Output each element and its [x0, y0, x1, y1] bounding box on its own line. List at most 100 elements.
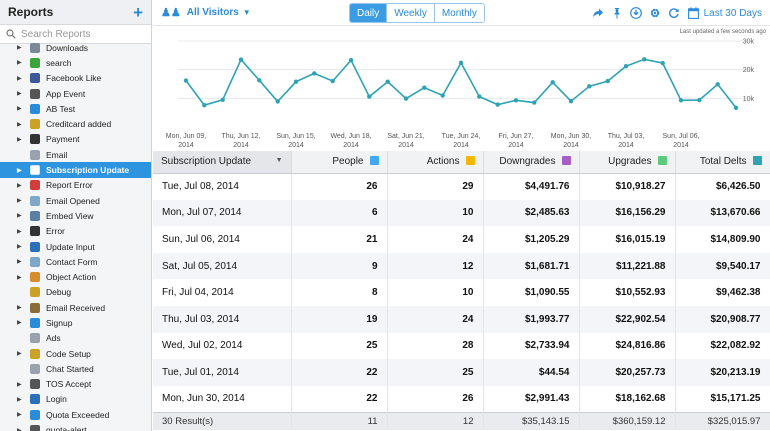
pin-icon[interactable] — [608, 0, 627, 26]
sidebar-item-signup[interactable]: ▶ Signup — [0, 315, 151, 330]
column-header-people[interactable]: People — [291, 151, 388, 174]
expand-arrow-icon[interactable]: ▶ — [17, 45, 22, 52]
table-row[interactable]: Tue, Jul 08, 2014 26 29 $4,491.76 $10,918.27… — [153, 173, 770, 200]
column-header-downgrades[interactable]: Downgrades — [483, 151, 580, 174]
sidebar-item-code-setup[interactable]: ▶ Code Setup — [0, 346, 151, 361]
sidebar-item-update-input[interactable]: ▶ Update Input — [0, 239, 151, 254]
download-icon[interactable] — [627, 0, 646, 26]
sidebar-item-debug[interactable]: ▶Debug — [0, 285, 151, 300]
data-point[interactable] — [623, 64, 629, 69]
column-header-actions[interactable]: Actions — [387, 151, 484, 174]
expand-arrow-icon[interactable]: ▶ — [17, 167, 22, 174]
data-point[interactable] — [568, 99, 574, 104]
sidebar-item-email[interactable]: ▶Email — [0, 147, 151, 162]
sidebar-item-creditcard-added[interactable]: ▶ Creditcard added — [0, 116, 151, 131]
sidebar-item-object-action[interactable]: ▶ Object Action — [0, 269, 151, 284]
data-point[interactable] — [183, 78, 189, 83]
sidebar-item-facebook-like[interactable]: ▶ Facebook Like — [0, 71, 151, 86]
expand-arrow-icon[interactable]: ▶ — [17, 381, 22, 388]
sidebar-item-chat-started[interactable]: ▶Chat Started — [0, 361, 151, 376]
data-point[interactable] — [202, 103, 207, 108]
expand-arrow-icon[interactable]: ▶ — [17, 228, 22, 235]
add-report-button[interactable]: + — [133, 2, 143, 22]
table-row[interactable]: Fri, Jul 04, 2014 8 10 $1,090.55 $10,552.93 $… — [153, 279, 770, 306]
data-point[interactable] — [293, 79, 299, 84]
data-point[interactable] — [330, 78, 335, 84]
segment-selector[interactable]: ♟♟ All Visitors ▼ — [161, 6, 251, 19]
sidebar-item-search[interactable]: ▶ search — [0, 55, 151, 70]
data-point[interactable] — [440, 93, 445, 98]
expand-arrow-icon[interactable]: ▶ — [17, 351, 22, 358]
expand-arrow-icon[interactable]: ▶ — [17, 320, 22, 327]
table-row[interactable]: Thu, Jul 03, 2014 19 24 $1,993.77 $22,902.54… — [153, 305, 770, 333]
expand-arrow-icon[interactable]: ▶ — [17, 60, 22, 67]
column-header-subscription-update[interactable]: Subscription Update ▼ — [153, 151, 292, 174]
data-point[interactable] — [605, 78, 610, 84]
data-point[interactable] — [678, 98, 684, 103]
gear-icon[interactable] — [646, 0, 665, 26]
date-range-picker[interactable]: Last 30 Days — [687, 7, 762, 19]
data-point[interactable] — [385, 79, 390, 84]
column-header-upgrades[interactable]: Upgrades — [579, 151, 676, 174]
data-point[interactable] — [220, 97, 225, 103]
share-icon[interactable] — [589, 0, 608, 26]
search-reports-field[interactable] — [0, 25, 151, 44]
table-row[interactable]: Mon, Jun 30, 2014 22 26 $2,991.43 $18,162.68… — [153, 385, 770, 413]
table-row[interactable]: Wed, Jul 02, 2014 25 28 $2,733.94 $24,816.86… — [153, 332, 770, 360]
data-point[interactable] — [660, 60, 665, 66]
tab-weekly[interactable]: Weekly — [386, 4, 434, 22]
sidebar-item-login[interactable]: ▶ Login — [0, 392, 151, 407]
expand-arrow-icon[interactable]: ▶ — [17, 396, 22, 403]
expand-arrow-icon[interactable]: ▶ — [17, 305, 22, 312]
tab-monthly[interactable]: Monthly — [433, 4, 484, 22]
data-point[interactable] — [403, 96, 409, 101]
search-reports-input[interactable] — [21, 28, 141, 40]
data-point[interactable] — [550, 80, 555, 85]
data-point[interactable] — [495, 102, 500, 107]
data-point[interactable] — [367, 94, 372, 99]
sidebar-item-contact-form[interactable]: ▶ Contact Form — [0, 254, 151, 269]
sidebar-item-email-received[interactable]: ▶ Email Received — [0, 300, 151, 315]
expand-arrow-icon[interactable]: ▶ — [17, 427, 22, 431]
data-point[interactable] — [715, 82, 720, 87]
sidebar-item-quota-alert[interactable]: ▶ quota-alert — [0, 422, 151, 431]
data-point[interactable] — [257, 78, 262, 83]
sidebar-item-quota-exceeded[interactable]: ▶ Quota Exceeded — [0, 407, 151, 422]
sidebar-item-payment[interactable]: ▶ Payment — [0, 132, 151, 147]
expand-arrow-icon[interactable]: ▶ — [17, 121, 22, 128]
table-row[interactable]: Sun, Jul 06, 2014 21 24 $1,205.29 $16,015.19… — [153, 226, 770, 253]
expand-arrow-icon[interactable]: ▶ — [17, 106, 22, 113]
data-point[interactable] — [458, 60, 464, 65]
data-point[interactable] — [587, 84, 592, 89]
expand-arrow-icon[interactable]: ▶ — [17, 259, 22, 266]
sidebar-item-email-opened[interactable]: ▶ Email Opened — [0, 193, 151, 208]
data-point[interactable] — [477, 94, 482, 99]
sidebar-item-app-event[interactable]: ▶ App Event — [0, 86, 151, 101]
expand-arrow-icon[interactable]: ▶ — [17, 198, 22, 205]
sidebar-item-error[interactable]: ▶ Error — [0, 224, 151, 239]
expand-arrow-icon[interactable]: ▶ — [17, 412, 22, 419]
data-point[interactable] — [642, 57, 647, 62]
expand-arrow-icon[interactable]: ▶ — [17, 136, 22, 143]
data-point[interactable] — [238, 57, 244, 62]
expand-arrow-icon[interactable]: ▶ — [17, 213, 22, 220]
expand-arrow-icon[interactable]: ▶ — [17, 91, 22, 98]
sidebar-item-report-error[interactable]: ▶ Report Error — [0, 178, 151, 193]
data-point[interactable] — [422, 85, 427, 90]
data-point[interactable] — [312, 71, 317, 76]
data-point[interactable] — [733, 105, 739, 111]
table-row[interactable]: Mon, Jul 07, 2014 6 10 $2,485.63 $16,156.29 $… — [153, 199, 770, 227]
sidebar-item-subscription-update[interactable]: ▶ Subscription Update — [0, 162, 151, 178]
sidebar-item-ads[interactable]: ▶Ads — [0, 331, 151, 346]
expand-arrow-icon[interactable]: ▶ — [17, 274, 22, 281]
sidebar-item-tos-accept[interactable]: ▶ TOS Accept — [0, 377, 151, 392]
table-row[interactable]: Sat, Jul 05, 2014 9 12 $1,681.71 $11,221.88 $… — [153, 252, 770, 280]
sidebar-item-ab-test[interactable]: ▶ AB Test — [0, 101, 151, 116]
data-point[interactable] — [513, 98, 519, 103]
sidebar-item-embed-view[interactable]: ▶ Embed View — [0, 208, 151, 223]
refresh-icon[interactable] — [665, 0, 684, 26]
expand-arrow-icon[interactable]: ▶ — [17, 182, 22, 189]
expand-arrow-icon[interactable]: ▶ — [17, 244, 22, 250]
data-point[interactable] — [348, 58, 354, 63]
sort-caret-icon[interactable]: ▼ — [275, 157, 283, 165]
